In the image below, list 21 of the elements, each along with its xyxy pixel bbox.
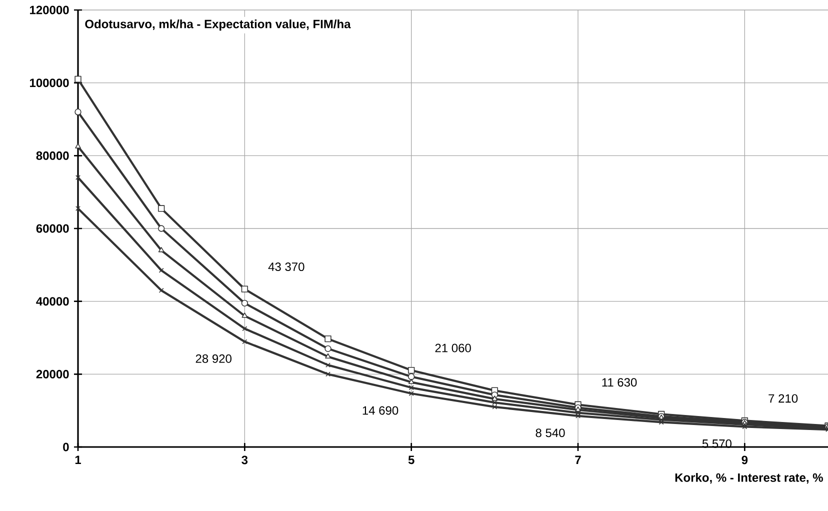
y-tick-label: 80000 [36,151,69,160]
annotation: 43 370 [268,262,304,272]
annotation: 11 630 [602,378,637,387]
annotation: 21 060 [435,344,471,352]
x-tick-label: 9 [742,456,748,464]
x-axis-title: Korko, % - Interest rate, % [675,473,823,484]
annotation: 14 690 [362,406,398,415]
y-tick-label: 60000 [36,224,69,233]
y-tick-label: 20000 [36,370,69,378]
y-tick-label: 0 [63,442,69,452]
annotation: 8 540 [536,428,565,438]
x-tick-label: 1 [75,456,81,464]
x-tick-label: 7 [575,456,581,464]
x-tick-label: 3 [242,456,248,464]
x-tick-label: 5 [408,456,414,464]
y-tick-label: 40000 [36,297,69,306]
annotation: 28 920 [196,354,232,363]
annotation: 7 210 [768,394,798,403]
text: Odotusarvo, mk/ha - Expectation value, FIM/ha [85,19,351,31]
y-tick-label: 100000 [30,78,69,88]
y-tick-label: 120000 [30,6,69,14]
